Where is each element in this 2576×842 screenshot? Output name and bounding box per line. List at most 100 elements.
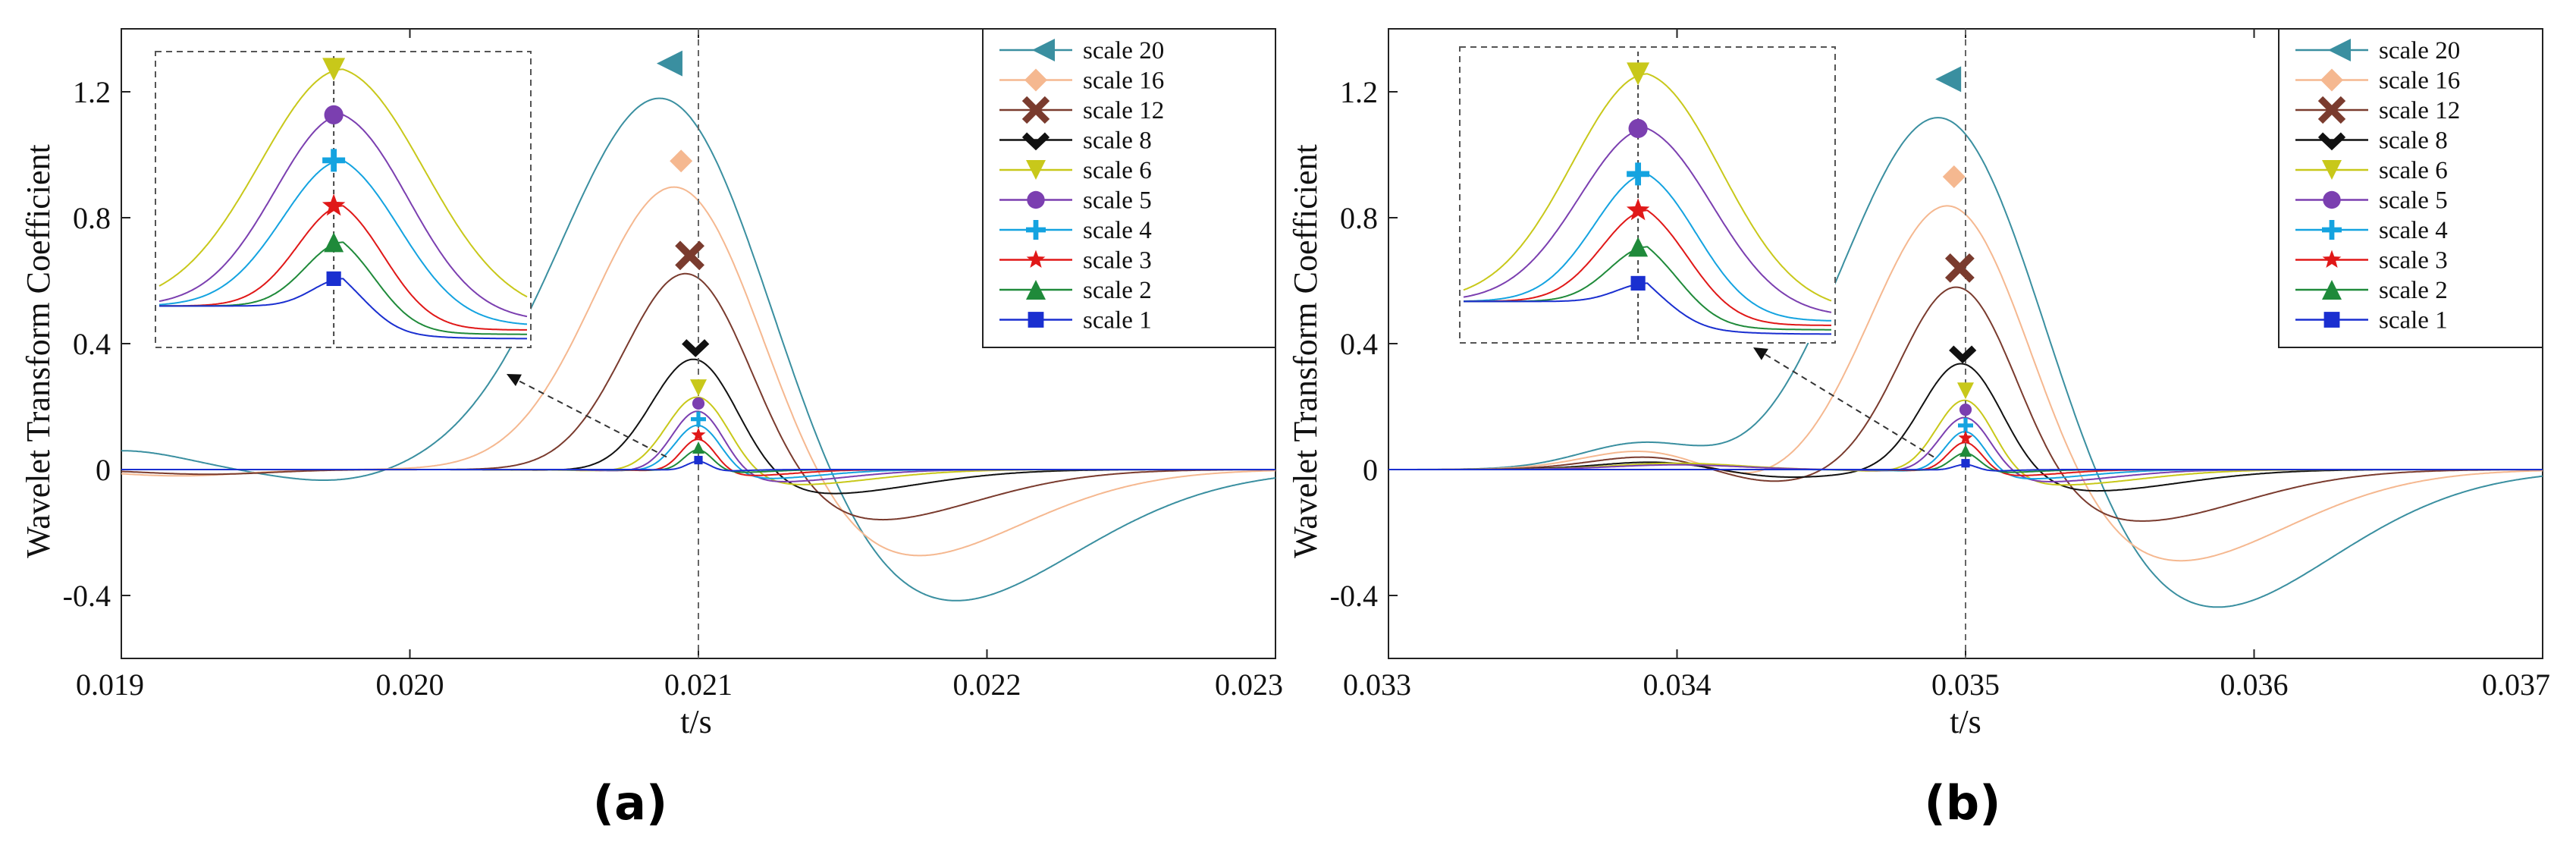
legend-item: scale 4: [2295, 217, 2448, 244]
peak-marker: [692, 441, 704, 454]
inset-peak-marker: [1626, 198, 1650, 221]
y-tick-label: 1.2: [1340, 75, 1378, 109]
inset-peak-marker: [1627, 62, 1650, 86]
peak-marker: [1944, 253, 1975, 283]
peak-marker: [670, 149, 693, 173]
legend-item: scale 16: [2295, 68, 2460, 95]
inset-peak-marker: [1628, 118, 1648, 138]
y-tick-label: 0.4: [1340, 327, 1378, 361]
y-tick-label: -0.4: [1330, 579, 1378, 613]
legend-item: scale 12: [2295, 96, 2460, 124]
y-tick-label: 0: [96, 453, 111, 487]
legend-swatch-marker: [1026, 250, 1046, 269]
legend-label: scale 12: [1083, 97, 1164, 124]
x-tick-label: 0.019: [76, 668, 144, 702]
legend-label: scale 2: [1083, 277, 1152, 304]
legend-swatch-marker: [1021, 132, 1050, 151]
x-tick-label: 0.022: [953, 668, 1021, 702]
legend-swatch-marker: [2317, 96, 2346, 124]
legend-label: scale 6: [2379, 157, 2448, 184]
legend-swatch-marker: [2322, 250, 2342, 269]
zoom-arrow-head: [507, 374, 522, 387]
peak-marker: [694, 455, 703, 465]
y-tick-label: 0.8: [1340, 201, 1378, 235]
legend-item: scale 20: [999, 37, 1164, 64]
panel-label: (a): [593, 775, 668, 831]
legend-label: scale 5: [1083, 187, 1152, 215]
legend-item: scale 1: [2295, 307, 2448, 335]
legend-label: scale 5: [2379, 187, 2448, 215]
legend-swatch-marker: [2322, 280, 2342, 300]
legend-swatch-marker: [1028, 312, 1044, 328]
peak-marker: [1935, 66, 1962, 93]
y-axis-title: Wavelet Transform Coefficient: [20, 144, 57, 558]
legend-swatch-marker: [1026, 160, 1046, 180]
inset-peak-marker: [1630, 275, 1646, 291]
legend-label: scale 1: [1083, 307, 1152, 335]
peak-marker: [675, 240, 704, 271]
peak-marker: [690, 379, 707, 397]
chart-panel-a: 0.019 0.020 0.021 0.022 0.023 -0.4 0 0.4 0.8 1.2 t…: [20, 28, 1283, 740]
legend-item: scale 2: [999, 277, 1152, 304]
legend-swatch-marker: [2323, 312, 2340, 328]
legend-label: scale 3: [1083, 247, 1152, 275]
legend-label: scale 3: [2379, 247, 2448, 275]
legend-item: scale 1: [999, 307, 1152, 335]
legend-item: scale 8: [999, 127, 1152, 155]
inset-series-line: [159, 278, 527, 340]
legend-swatch-marker: [1027, 190, 1045, 209]
legend-label: scale 16: [1083, 68, 1164, 95]
y-tick-label: -0.4: [63, 579, 111, 613]
inset-peak-marker: [324, 105, 344, 124]
zoom-arrow-line: [516, 379, 667, 458]
legend-item: scale 5: [999, 187, 1152, 215]
y-tick-label: 1.2: [73, 75, 111, 109]
x-tick-label: 0.020: [376, 668, 444, 702]
legend-item: scale 6: [2295, 157, 2448, 184]
legend-label: scale 6: [1083, 157, 1152, 184]
legend-item: scale 16: [999, 68, 1164, 95]
peak-marker: [1959, 445, 1972, 457]
legend-swatch-marker: [2322, 220, 2342, 240]
peak-marker: [1942, 165, 1966, 189]
inset-peak-marker: [324, 232, 344, 253]
legend-item: scale 3: [999, 247, 1152, 275]
peak-marker: [692, 397, 705, 410]
peak-marker: [656, 50, 682, 77]
legend-swatch-marker: [2328, 39, 2351, 61]
legend-item: scale 4: [999, 217, 1152, 244]
zoom-inset: [155, 51, 532, 348]
inset-peak-marker: [322, 193, 346, 216]
inset-frame: [155, 51, 532, 348]
legend-item: scale 3: [2295, 247, 2448, 275]
legend-label: scale 2: [2379, 277, 2448, 304]
inset-peak-marker: [1627, 162, 1650, 186]
legend-item: scale 8: [2295, 127, 2448, 155]
panel-label: (b): [1924, 775, 2000, 831]
legend-label: scale 16: [2379, 68, 2460, 95]
legend-swatch-marker: [1026, 280, 1046, 300]
peak-marker: [1957, 382, 1974, 400]
x-tick-label: 0.034: [1643, 668, 1712, 702]
peak-marker: [682, 339, 710, 357]
y-tick-label: 0.4: [73, 327, 111, 361]
inset-series-line: [1464, 282, 1831, 335]
y-tick-label: 0.8: [73, 201, 111, 235]
inset-series-line: [1464, 209, 1831, 326]
zoom-arrow-line: [1763, 353, 1934, 458]
legend-label: scale 20: [2379, 37, 2460, 64]
x-tick-label: 0.023: [1215, 668, 1283, 702]
x-tick-label: 0.033: [1343, 668, 1411, 702]
legend-item: scale 6: [999, 157, 1152, 184]
legend-label: scale 1: [2379, 307, 2448, 335]
legend-label: scale 4: [2379, 217, 2448, 244]
legend-label: scale 8: [2379, 127, 2448, 155]
peak-marker: [1958, 430, 1973, 445]
legend-swatch-marker: [2320, 68, 2343, 92]
x-tick-label: 0.035: [1931, 668, 2000, 702]
x-axis-title: t/s: [1950, 703, 1981, 740]
inset-peak-marker: [322, 58, 346, 81]
